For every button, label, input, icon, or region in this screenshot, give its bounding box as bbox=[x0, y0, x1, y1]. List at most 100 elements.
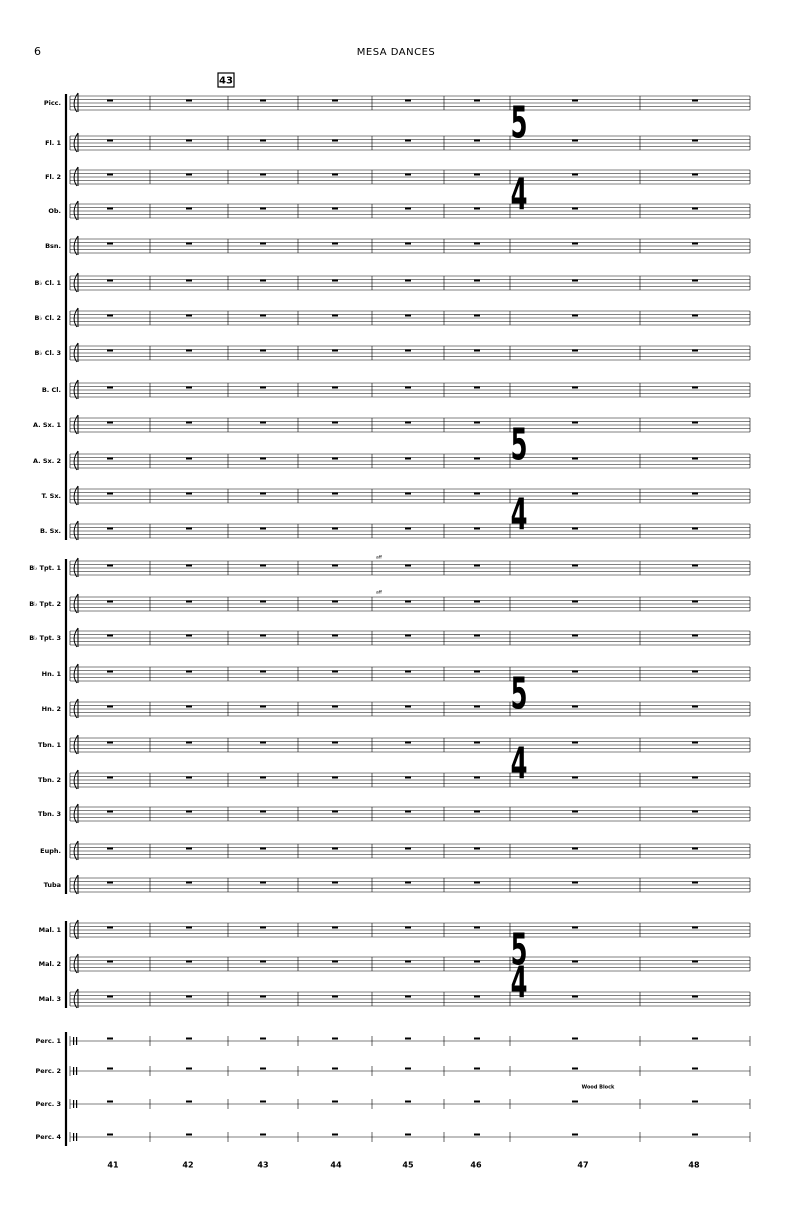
whole-rest bbox=[107, 1037, 113, 1040]
instrument-label: B♭ Cl. 3 bbox=[34, 349, 61, 357]
whole-rest bbox=[260, 564, 266, 567]
whole-rest bbox=[405, 1100, 411, 1103]
whole-rest bbox=[186, 386, 192, 389]
whole-rest bbox=[260, 492, 266, 495]
whole-rest bbox=[572, 776, 578, 779]
clef bbox=[73, 272, 79, 293]
whole-rest bbox=[572, 670, 578, 673]
clef bbox=[73, 235, 79, 256]
instrument-label: Mal. 3 bbox=[39, 995, 61, 1003]
whole-rest bbox=[572, 1133, 578, 1136]
whole-rest bbox=[692, 810, 698, 813]
whole-rest bbox=[332, 1100, 338, 1103]
whole-rest bbox=[332, 527, 338, 530]
instrument-label: Fl. 2 bbox=[45, 173, 61, 181]
whole-rest bbox=[260, 705, 266, 708]
whole-rest bbox=[332, 349, 338, 352]
whole-rest bbox=[405, 492, 411, 495]
measure-number: 45 bbox=[402, 1161, 414, 1170]
instrument-label: B♭ Tpt. 3 bbox=[29, 634, 61, 642]
rehearsal-mark: 43 bbox=[219, 76, 233, 87]
instrument-label: Perc. 1 bbox=[36, 1037, 62, 1045]
whole-rest bbox=[405, 564, 411, 567]
whole-rest bbox=[260, 600, 266, 603]
whole-rest bbox=[186, 279, 192, 282]
whole-rest bbox=[260, 99, 266, 102]
whole-rest bbox=[405, 810, 411, 813]
whole-rest bbox=[332, 279, 338, 282]
whole-rest bbox=[405, 457, 411, 460]
whole-rest bbox=[260, 421, 266, 424]
clef bbox=[73, 663, 79, 684]
whole-rest bbox=[186, 1133, 192, 1136]
whole-rest bbox=[260, 960, 266, 963]
whole-rest bbox=[405, 386, 411, 389]
whole-rest bbox=[474, 810, 480, 813]
whole-rest bbox=[260, 207, 266, 210]
whole-rest bbox=[107, 279, 113, 282]
instrument-label: Perc. 2 bbox=[36, 1067, 62, 1075]
whole-rest bbox=[332, 926, 338, 929]
clef bbox=[73, 520, 79, 541]
whole-rest bbox=[260, 881, 266, 884]
whole-rest bbox=[572, 1067, 578, 1070]
whole-rest bbox=[186, 600, 192, 603]
clef bbox=[73, 734, 79, 755]
clef bbox=[73, 627, 79, 648]
whole-rest bbox=[692, 386, 698, 389]
instrument-label: B. Cl. bbox=[42, 386, 61, 394]
whole-rest bbox=[260, 1037, 266, 1040]
whole-rest bbox=[572, 242, 578, 245]
whole-rest bbox=[186, 564, 192, 567]
instrument-label: Ob. bbox=[48, 207, 61, 215]
whole-rest bbox=[332, 881, 338, 884]
whole-rest bbox=[692, 1067, 698, 1070]
whole-rest bbox=[572, 600, 578, 603]
staves: Picc. Fl. 1 Fl. 2 Ob. Bsn. B♭ Cl. 1 B♭ Cl. 2 B♭… bbox=[29, 92, 751, 1170]
whole-rest bbox=[332, 564, 338, 567]
whole-rest bbox=[692, 600, 698, 603]
whole-rest bbox=[260, 279, 266, 282]
annotation: aff bbox=[376, 555, 383, 561]
whole-rest bbox=[332, 99, 338, 102]
whole-rest bbox=[474, 492, 480, 495]
whole-rest bbox=[405, 995, 411, 998]
whole-rest bbox=[332, 600, 338, 603]
whole-rest bbox=[260, 314, 266, 317]
whole-rest bbox=[405, 926, 411, 929]
whole-rest bbox=[572, 926, 578, 929]
whole-rest bbox=[405, 847, 411, 850]
measure-number: 41 bbox=[107, 1161, 119, 1170]
whole-rest bbox=[186, 207, 192, 210]
whole-rest bbox=[107, 207, 113, 210]
whole-rest bbox=[474, 139, 480, 142]
whole-rest bbox=[572, 207, 578, 210]
whole-rest bbox=[474, 741, 480, 744]
instrument-label: B♭ Cl. 1 bbox=[34, 279, 61, 287]
time-signature: 5 bbox=[511, 669, 528, 720]
whole-rest bbox=[474, 670, 480, 673]
whole-rest bbox=[260, 995, 266, 998]
whole-rest bbox=[405, 242, 411, 245]
perc-clef bbox=[73, 1037, 75, 1045]
whole-rest bbox=[572, 705, 578, 708]
whole-rest bbox=[692, 1133, 698, 1136]
whole-rest bbox=[332, 670, 338, 673]
whole-rest bbox=[474, 349, 480, 352]
whole-rest bbox=[405, 600, 411, 603]
instrument-label: B♭ Tpt. 1 bbox=[29, 564, 61, 572]
whole-rest bbox=[260, 634, 266, 637]
whole-rest bbox=[260, 926, 266, 929]
whole-rest bbox=[260, 527, 266, 530]
whole-rest bbox=[107, 173, 113, 176]
whole-rest bbox=[107, 1100, 113, 1103]
whole-rest bbox=[186, 995, 192, 998]
perc-clef bbox=[76, 1037, 78, 1045]
whole-rest bbox=[474, 207, 480, 210]
whole-rest bbox=[260, 670, 266, 673]
whole-rest bbox=[260, 386, 266, 389]
whole-rest bbox=[405, 881, 411, 884]
whole-rest bbox=[474, 776, 480, 779]
whole-rest bbox=[107, 242, 113, 245]
